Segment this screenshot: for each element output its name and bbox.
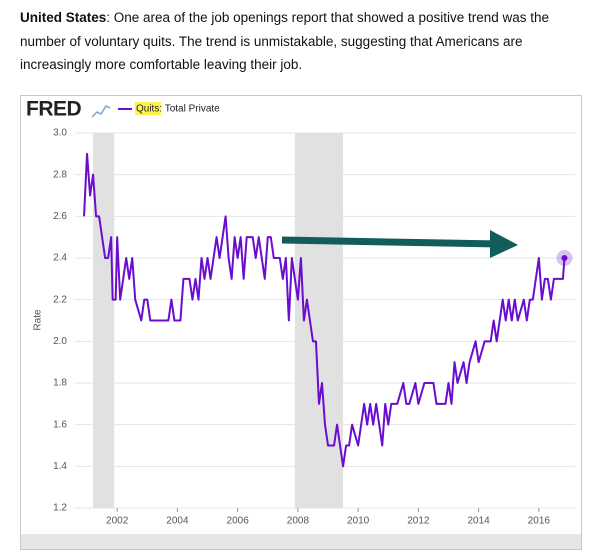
plot: 1.2 1.4 1.6 1.8 2.0 2.2 2.4 2.6 2.8 3.0 2002 2004 20… — [53, 128, 575, 527]
bold-lead: United States — [20, 10, 107, 25]
y-tick-label: 1.4 — [53, 461, 67, 472]
x-tick-label: 2016 — [528, 516, 551, 527]
x-tick-label: 2012 — [407, 516, 430, 527]
endpoint — [561, 255, 568, 261]
x-tick-label: 2014 — [467, 516, 490, 527]
y-tick-label: 3.0 — [53, 128, 67, 139]
y-tick-label: 2.8 — [53, 169, 67, 180]
x-tick-label: 2010 — [347, 516, 370, 527]
paragraph-text: : One area of the job openings report th… — [20, 10, 550, 72]
x-tick-label: 2006 — [227, 516, 250, 527]
y-tick-label: 2.6 — [53, 211, 67, 222]
paragraph: United States: One area of the job openi… — [20, 6, 590, 77]
chart-footer — [21, 534, 581, 549]
series-line — [83, 152, 566, 468]
y-tick-label: 2.4 — [53, 253, 67, 264]
y-tick-label: 1.2 — [53, 503, 67, 514]
x-tick-label: 2008 — [287, 516, 310, 527]
y-tick-label: 1.8 — [53, 378, 67, 389]
logo-icon — [91, 105, 111, 118]
recession-band — [93, 133, 115, 508]
arrow-head — [490, 230, 518, 258]
annotation-arrow — [281, 230, 518, 258]
x-tick-label: 2004 — [166, 516, 189, 527]
y-tick-label: 1.6 — [53, 419, 67, 430]
legend-highlight — [135, 102, 161, 115]
arrow-shaft — [281, 236, 501, 248]
legend-label: Quits: Total Private — [136, 104, 220, 115]
y-axis-label: Rate — [33, 309, 44, 331]
logo: FRED — [26, 98, 82, 121]
y-tick-label: 2.2 — [53, 294, 67, 305]
x-tick-label: 2002 — [106, 516, 129, 527]
y-tick-label: 2.0 — [53, 336, 67, 347]
recession-band — [294, 133, 344, 508]
